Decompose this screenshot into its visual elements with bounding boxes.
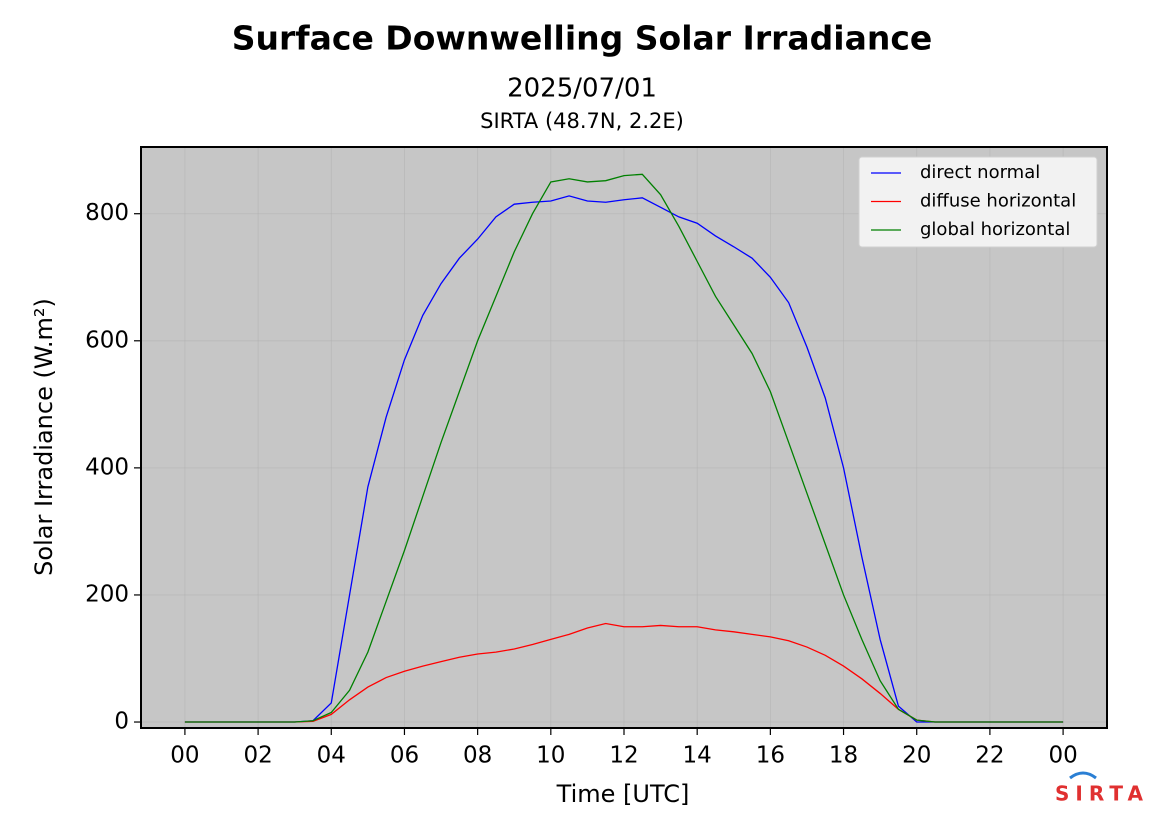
y-tick-label: 200	[85, 581, 129, 607]
x-axis-label: Time [UTC]	[556, 780, 690, 808]
x-tick-label: 08	[463, 743, 492, 769]
x-tick-label: 14	[683, 743, 712, 769]
x-tick-label: 22	[975, 743, 1004, 769]
logo-arc	[1069, 771, 1097, 780]
x-tick-label: 20	[902, 743, 931, 769]
series-line	[184, 195, 1064, 723]
x-tick-label: 00	[1048, 743, 1077, 769]
series-line	[184, 173, 1064, 723]
plot-frame	[140, 146, 1108, 729]
x-tick-label: 16	[756, 743, 785, 769]
x-tick-label: 06	[390, 743, 419, 769]
legend-label: direct normal	[920, 162, 1040, 183]
y-tick-label: 600	[85, 327, 129, 353]
x-tick-label: 00	[170, 743, 199, 769]
x-tick-label: 12	[609, 743, 638, 769]
x-tick-label: 04	[317, 743, 346, 769]
y-tick-label: 800	[85, 200, 129, 226]
legend-label: diffuse horizontal	[920, 191, 1076, 212]
y-axis-label: Solar Irradiance (W.m²)	[30, 298, 58, 576]
x-tick-label: 02	[243, 743, 272, 769]
y-tick-label: 0	[114, 709, 129, 735]
x-tick-label: 10	[536, 743, 565, 769]
logo: SIRTA	[1055, 782, 1149, 806]
chart-subtitle: 2025/07/01	[507, 74, 657, 104]
chart-location: SIRTA (48.7N, 2.2E)	[480, 109, 684, 133]
x-tick-label: 18	[829, 743, 858, 769]
legend-box	[858, 156, 1098, 248]
y-tick-label: 400	[85, 454, 129, 480]
chart-title: Surface Downwelling Solar Irradiance	[232, 19, 933, 58]
legend-label: global horizontal	[920, 219, 1070, 240]
